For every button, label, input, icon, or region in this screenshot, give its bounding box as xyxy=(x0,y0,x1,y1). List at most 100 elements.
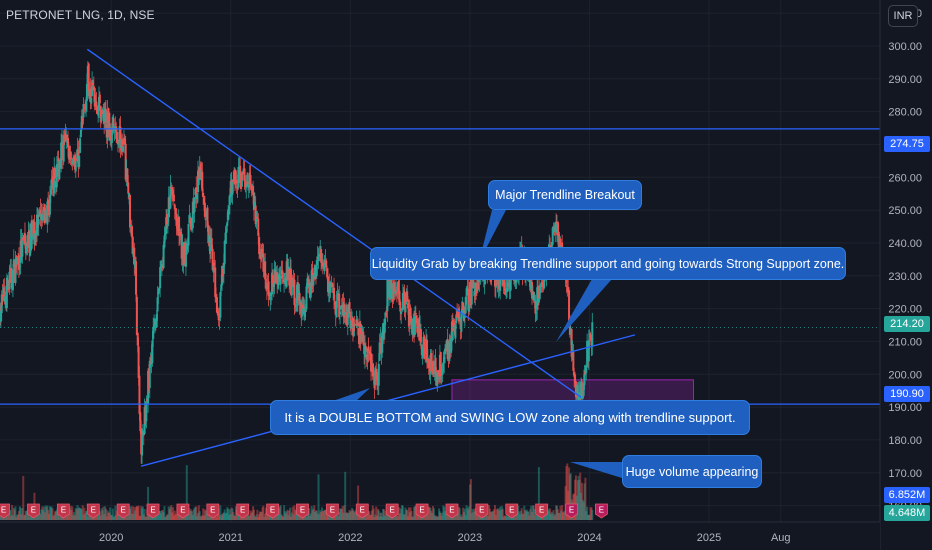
callout-liquidity-grab[interactable]: Liquidity Grab by breaking Trendline sup… xyxy=(370,247,846,280)
volume-bar xyxy=(442,505,445,520)
volume-bar xyxy=(579,472,582,520)
earnings-marker: E xyxy=(475,503,489,519)
earnings-label: E xyxy=(509,506,514,515)
volume-bar xyxy=(469,484,472,520)
callout-trendline-breakout[interactable]: Major Trendline Breakout xyxy=(488,180,642,210)
volume-bar xyxy=(120,516,123,520)
volume-bar xyxy=(320,512,323,520)
candle-body xyxy=(31,236,34,240)
volume-bar xyxy=(295,510,298,520)
candle-body xyxy=(127,182,130,194)
volume-bar xyxy=(159,513,162,520)
volume-bar xyxy=(252,509,255,520)
earnings-marker: E xyxy=(505,503,519,519)
volume-bar xyxy=(23,514,26,520)
volume-bar xyxy=(434,515,437,520)
price-tick-label: 180.00 xyxy=(888,435,922,447)
volume-bar xyxy=(489,512,492,520)
candle-body xyxy=(413,315,416,335)
candle-body xyxy=(55,164,58,188)
volume-bar xyxy=(497,508,500,520)
callout-double-bottom[interactable]: It is a DOUBLE BOTTOM and SWING LOW zone… xyxy=(270,400,750,435)
volume-bar xyxy=(256,509,259,520)
earnings-marker: E xyxy=(355,503,369,519)
volume-bar xyxy=(186,514,189,520)
volume-bar xyxy=(17,511,20,520)
volume-bar xyxy=(153,516,156,520)
candle-body xyxy=(506,287,509,292)
volume-bar xyxy=(38,512,41,520)
candle-body xyxy=(245,183,248,188)
earnings-badge xyxy=(146,503,160,519)
candle-body xyxy=(352,322,355,337)
price-tag-resistance: 274.75 xyxy=(884,136,930,152)
volume-bar xyxy=(539,516,542,520)
candle-body xyxy=(427,359,430,369)
earnings-badge xyxy=(56,503,70,519)
volume-bar xyxy=(349,511,352,520)
volume-bar xyxy=(536,515,539,520)
candle-body xyxy=(425,339,428,361)
volume-bar xyxy=(8,510,11,520)
time-tick-label: 2020 xyxy=(99,532,123,544)
candle-body xyxy=(437,369,440,377)
candle-body xyxy=(202,192,205,198)
volume-bar xyxy=(66,514,69,520)
volume-bar xyxy=(455,514,458,520)
volume-bar xyxy=(19,507,22,520)
volume-bar xyxy=(227,508,230,520)
candle-body xyxy=(246,181,249,186)
candle-body xyxy=(315,260,318,276)
volume-bar xyxy=(408,512,411,520)
candle-body xyxy=(410,318,413,329)
volume-bar xyxy=(524,511,527,520)
candle-body xyxy=(335,300,338,318)
volume-bar xyxy=(197,505,200,520)
candle-body xyxy=(370,353,373,372)
candle-body xyxy=(385,310,388,312)
price-axis[interactable]: 310.00300.00290.00280.00270.00260.00250.… xyxy=(879,0,932,550)
volume-bar xyxy=(129,506,132,520)
volume-bar xyxy=(407,516,410,520)
volume-bar xyxy=(316,513,319,520)
volume-bar xyxy=(200,516,203,520)
candle-body xyxy=(135,296,138,336)
candle-body xyxy=(407,303,410,309)
volume-bar xyxy=(470,513,473,520)
volume-bar xyxy=(433,515,436,520)
candle-body xyxy=(95,101,98,111)
volume-bar xyxy=(369,514,372,520)
earnings-marker: E xyxy=(296,503,309,519)
candle-body xyxy=(343,304,346,318)
volume-bar xyxy=(41,506,44,520)
volume-bar xyxy=(290,512,293,520)
candle-body xyxy=(0,294,3,313)
volume-bar xyxy=(67,510,70,520)
candle-body xyxy=(253,202,256,209)
earnings-label: E xyxy=(270,506,275,515)
volume-bar xyxy=(222,512,225,520)
earnings-label: E xyxy=(61,506,66,515)
candle-body xyxy=(100,116,103,121)
pointer-double-bottom xyxy=(330,388,370,402)
volume-bar xyxy=(354,510,357,520)
volume-bar xyxy=(98,511,101,520)
volume-bar xyxy=(177,514,180,520)
candle-body xyxy=(298,293,301,305)
volume-bar xyxy=(566,463,569,520)
currency-button[interactable]: INR xyxy=(888,5,918,27)
earnings-badge xyxy=(0,503,10,519)
candle-body xyxy=(450,338,453,353)
candle-body xyxy=(531,282,534,299)
volume-bar xyxy=(46,505,49,520)
volume-bar xyxy=(85,511,88,520)
time-axis[interactable]: 2020 2021 2022 2023 2024 2025 Aug xyxy=(0,521,880,550)
callout-huge-volume[interactable]: Huge volume appearing xyxy=(622,455,762,488)
volume-bar xyxy=(372,508,375,520)
earnings-badge xyxy=(296,503,309,519)
volume-bar xyxy=(346,513,349,520)
candle-body xyxy=(210,238,213,249)
candle-body xyxy=(276,272,279,285)
candle-body xyxy=(234,169,237,185)
candle-body xyxy=(442,362,445,372)
